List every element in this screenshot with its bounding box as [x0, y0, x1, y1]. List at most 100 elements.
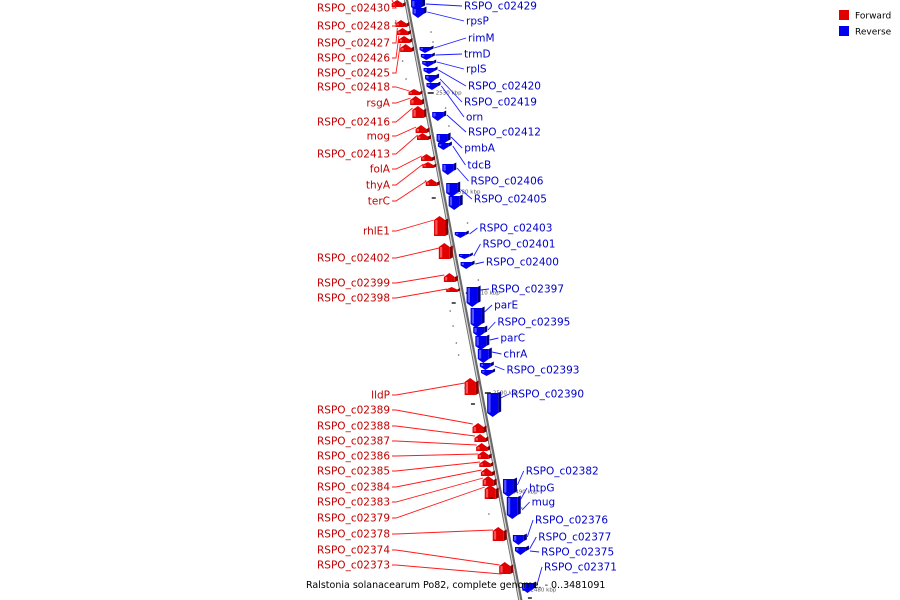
gene-feature-side [488, 347, 492, 359]
reverse-label-leader [521, 501, 530, 511]
gene-feature-shine [460, 255, 463, 256]
reverse-gene-label: RSPO_c02412 [468, 127, 541, 139]
gene-feature-shine [500, 566, 503, 573]
gene-feature-face [422, 61, 434, 67]
reverse-gene-feature [479, 361, 494, 370]
gene-feature-side [469, 252, 473, 257]
forward-gene-feature [492, 527, 507, 541]
minor-feature-dot [452, 325, 454, 327]
reverse-gene-feature [487, 391, 502, 417]
gene-feature-shine [477, 447, 480, 450]
reverse-gene-feature [475, 334, 490, 350]
forward-gene-feature [421, 154, 436, 161]
forward-label-leader [392, 219, 435, 232]
reverse-gene-feature [420, 52, 435, 60]
reverse-label-leader [516, 470, 525, 486]
gene-feature-shine [422, 55, 425, 57]
gene-feature-shine [422, 157, 425, 160]
reverse-gene-label: RSPO_c02382 [526, 466, 599, 478]
forward-gene-label: RSPO_c02416 [317, 117, 390, 129]
gene-feature-side [428, 135, 432, 140]
gene-feature-side [408, 30, 412, 35]
gene-feature-side [430, 45, 434, 50]
gene-feature-side [503, 529, 507, 541]
forward-label-leader [392, 425, 476, 437]
label-connectors [391, 0, 543, 587]
forward-gene-feature [422, 162, 437, 168]
gene-feature-face [458, 254, 470, 259]
gene-feature-side [485, 436, 489, 442]
forward-gene-label: RSPO_c02384 [317, 482, 390, 494]
gene-feature-shine [416, 129, 419, 132]
reverse-gene-feature [423, 66, 438, 74]
reverse-gene-label: RSPO_c02419 [464, 97, 537, 109]
gene-feature-shine [493, 531, 497, 540]
reverse-gene-label: rimM [468, 33, 495, 45]
reverse-label-leader [529, 550, 540, 553]
forward-gene-label: RSPO_c02386 [317, 451, 390, 463]
gene-feature-side [523, 533, 527, 541]
reverse-gene-label: RSPO_c02393 [506, 365, 579, 377]
gene-feature-shine [426, 182, 430, 185]
reverse-gene-label: RSPO_c02429 [464, 1, 537, 13]
gene-feature-shine [445, 277, 448, 281]
forward-gene-feature [397, 28, 412, 35]
forward-gene-label: RSPO_c02374 [317, 545, 390, 557]
forward-gene-feature [400, 44, 415, 52]
reverse-gene-label: RSPO_c02406 [470, 176, 543, 188]
gene-feature-side [491, 470, 495, 476]
forward-gene-feature [425, 179, 440, 186]
forward-gene-feature [443, 273, 458, 282]
forward-label-leader [392, 163, 424, 186]
gene-feature-side [445, 218, 449, 236]
minor-feature-dot [457, 354, 460, 356]
reverse-label-leader [494, 365, 505, 371]
forward-gene-label: RSPO_c02389 [317, 405, 390, 417]
reverse-gene-label: chrA [503, 349, 528, 361]
gene-feature-shine [455, 233, 459, 235]
forward-gene-label: RSPO_c02426 [317, 53, 390, 65]
gene-feature-side [447, 132, 451, 141]
minor-feature-dot [520, 507, 523, 509]
forward-gene-label: RSPO_c02402 [317, 253, 390, 265]
reverse-gene-label: RSPO_c02390 [511, 389, 584, 401]
forward-gene-label: RSPO_c02373 [317, 560, 390, 572]
reverse-label-leader [435, 53, 463, 56]
gene-feature-shine [424, 69, 427, 71]
gene-feature-side [453, 162, 457, 171]
legend-forward-swatch [839, 10, 849, 20]
gene-feature-shine [411, 100, 414, 104]
gene-feature-side [481, 306, 485, 324]
forward-gene-label: mog [367, 131, 390, 143]
gene-feature-side [475, 380, 479, 395]
gene-feature-face [419, 47, 431, 53]
gene-feature-side [432, 156, 436, 161]
reverse-gene-feature [436, 132, 451, 145]
gene-feature-shine [488, 394, 491, 413]
scale-tick-label: 2520 kbp [455, 190, 481, 196]
reverse-gene-label: RSPO_c02420 [468, 81, 541, 93]
reverse-gene-feature [454, 230, 469, 238]
gene-feature-shine [443, 165, 446, 171]
reverse-gene-label: mug [532, 497, 556, 509]
gene-feature-face [446, 287, 458, 292]
forward-gene-label: RSPO_c02378 [317, 529, 390, 541]
gene-feature-side [433, 163, 437, 168]
gene-feature-shine [465, 382, 469, 394]
reverse-label-leader [526, 519, 534, 538]
gene-feature-shine [435, 220, 438, 235]
gene-feature-side [493, 478, 497, 486]
reverse-gene-label: tdcB [467, 160, 491, 172]
forward-gene-feature [398, 36, 413, 43]
forward-label-leader [392, 274, 445, 284]
forward-gene-label: RSPO_c02413 [317, 149, 390, 161]
forward-gene-label: RSPO_c02379 [317, 513, 390, 525]
forward-gene-label: RSPO_c02418 [317, 82, 390, 94]
gene-feature-side [498, 391, 502, 413]
gene-feature-side [426, 127, 430, 133]
gene-feature-shine [413, 9, 416, 14]
gene-feature-shine [514, 536, 517, 541]
gene-feature-face [420, 54, 432, 60]
scale-tick-label: 2510 kbp [474, 291, 500, 297]
gene-feature-side [533, 581, 537, 589]
